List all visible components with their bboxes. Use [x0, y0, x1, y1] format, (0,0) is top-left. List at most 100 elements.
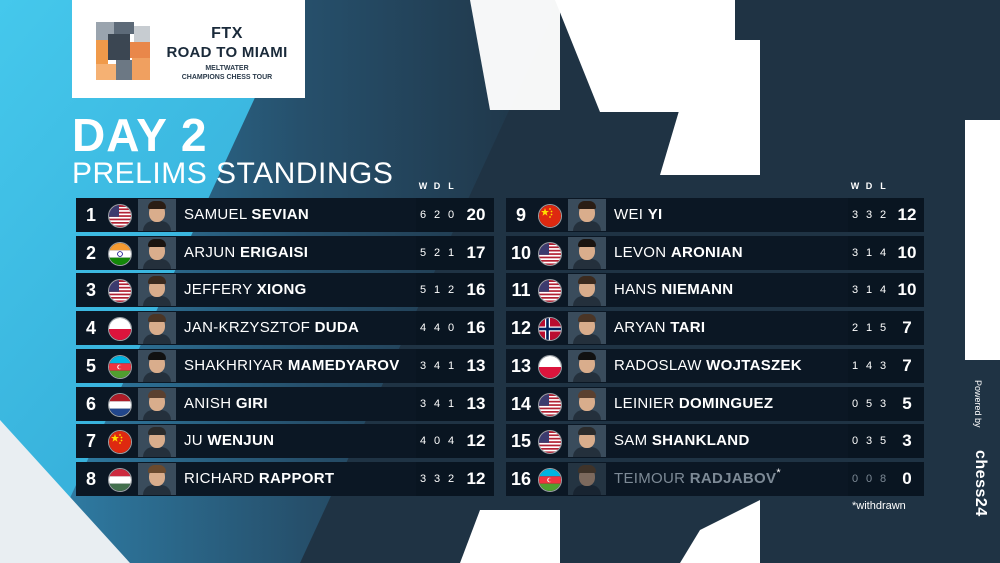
player-first-name: LEINIER: [614, 394, 679, 412]
event-logo: FTX ROAD TO MIAMI MELTWATER CHAMPIONS CH…: [72, 0, 302, 98]
flag-azerbaijan-icon: [108, 354, 132, 379]
points-value: 20: [466, 205, 486, 224]
stats-cell: 4 0 4 12: [416, 424, 494, 459]
player-last-name: DOMINGUEZ: [678, 394, 774, 412]
losses-value: 0: [447, 322, 455, 335]
withdrawn-asterisk: *: [776, 466, 781, 479]
player-name: HANS NIEMANN: [614, 273, 733, 307]
losses-value: 3: [879, 397, 887, 410]
wins-value: 0: [851, 435, 859, 448]
points-value: 12: [466, 468, 486, 488]
standings-row: 14 LEINIER DOMINGUEZ 0 5 3 5: [506, 386, 924, 421]
stats-cell: 3 4 1 13: [416, 386, 494, 421]
player-name: SAM SHANKLAND: [614, 424, 750, 458]
ftx-logo: FTX: [211, 25, 243, 42]
rank-number: 11: [511, 280, 531, 301]
losses-value: 4: [447, 435, 455, 448]
draws-value: 3: [865, 209, 873, 221]
rank-number: 4: [85, 318, 96, 339]
player-name: TEIMOUR RADJABOV*: [614, 462, 781, 496]
draws-value: 1: [865, 322, 873, 335]
rank-number: 14: [510, 393, 532, 414]
meltwater-label: MELTWATER: [205, 65, 249, 72]
stats-cell: 3 1 4 10: [848, 235, 924, 270]
rank-number: 6: [85, 393, 96, 414]
player-photo: [138, 236, 176, 269]
stats-cell: 3 4 1 13: [416, 348, 494, 383]
rank-number: 16: [510, 468, 532, 489]
standings-row: 2 ARJUN ERIGAISI 5 2 1 17: [76, 235, 494, 270]
points-value: 13: [466, 355, 486, 375]
points-value: 12: [466, 431, 486, 451]
losses-value: 3: [879, 359, 887, 372]
standings-row: 12 ARYAN TARI 2 1 5 7: [506, 311, 924, 346]
flag-china-icon: [108, 430, 132, 455]
wins-value: 3: [851, 209, 859, 221]
flag-china-icon: [538, 204, 562, 228]
stats-cell: 3 1 4 10: [848, 273, 924, 308]
chess24-logo: chess24: [972, 450, 989, 517]
champions-tour-label: CHAMPIONS CHESS TOUR: [181, 74, 273, 81]
player-last-name: YI: [647, 206, 663, 223]
player-first-name: TEIMOUR: [614, 469, 690, 487]
road-to-miami-title: ROAD TO MIAMI: [166, 44, 288, 61]
wins-value: 3: [851, 246, 859, 259]
draws-value: 0: [865, 472, 873, 485]
points-value: 7: [902, 318, 912, 338]
losses-value: 1: [447, 359, 455, 372]
draws-value: 2: [433, 209, 441, 221]
header-l: L: [448, 181, 454, 191]
player-name: ANISH GIRI: [184, 387, 268, 421]
flag-hungary-icon: [108, 467, 132, 492]
standings-row: 1 SAMUEL SEVIAN 6 2 0 20: [76, 198, 494, 232]
wins-value: 4: [419, 322, 427, 335]
standings-row: 11 HANS NIEMANN 3 1 4 10: [506, 273, 924, 308]
losses-value: 1: [447, 397, 455, 410]
player-name: LEINIER DOMINGUEZ: [614, 387, 773, 421]
player-last-name: XIONG: [256, 281, 307, 299]
wins-value: 0: [851, 472, 859, 485]
player-photo: [568, 274, 606, 307]
standings-row: 3 JEFFERY XIONG 5 1 2 16: [76, 273, 494, 308]
player-photo: [568, 199, 606, 231]
draws-value: 4: [433, 397, 441, 410]
points-value: 0: [902, 468, 912, 488]
header-w: W: [418, 181, 428, 191]
stats-cell: 4 4 0 16: [416, 311, 494, 346]
draws-value: 2: [433, 246, 441, 259]
player-first-name: SAM: [614, 432, 652, 450]
flag-usa-icon: [108, 279, 132, 304]
player-first-name: LEVON: [614, 243, 671, 261]
player-photo: [138, 462, 176, 495]
draws-value: 1: [433, 284, 441, 297]
player-photo: [568, 312, 606, 345]
flag-india-icon: [108, 241, 132, 266]
header-d: D: [865, 181, 873, 191]
header-d: D: [433, 181, 441, 191]
points-value: 3: [902, 431, 912, 451]
player-last-name: RADJABOV: [689, 469, 777, 487]
stats-cell: 3 3 2 12: [416, 461, 494, 496]
player-photo: [138, 312, 176, 345]
wins-value: 5: [419, 284, 427, 297]
powered-by-chess24: Powered by chess24: [968, 380, 996, 540]
page-subtitle: PRELIMS STANDINGS: [72, 157, 394, 190]
player-last-name: SHANKLAND: [651, 432, 750, 450]
rank-number: 7: [85, 431, 96, 452]
player-photo: [568, 236, 606, 269]
flag-netherlands-icon: [108, 392, 132, 417]
flag-usa-icon: [108, 204, 132, 228]
player-photo: [138, 387, 176, 420]
player-last-name: WENJUN: [207, 432, 275, 450]
player-first-name: JEFFERY: [184, 281, 257, 299]
draws-value: 3: [865, 435, 873, 448]
flag-usa-icon: [538, 430, 562, 455]
draws-value: 1: [865, 284, 873, 297]
flag-norway-icon: [538, 317, 562, 342]
stats-cell: 6 2 0 20: [416, 198, 494, 232]
player-first-name: ARJUN: [184, 243, 240, 261]
standings-row: 8 RICHARD RAPPORT 3 3 2 12: [76, 461, 494, 496]
flag-usa-icon: [538, 392, 562, 417]
